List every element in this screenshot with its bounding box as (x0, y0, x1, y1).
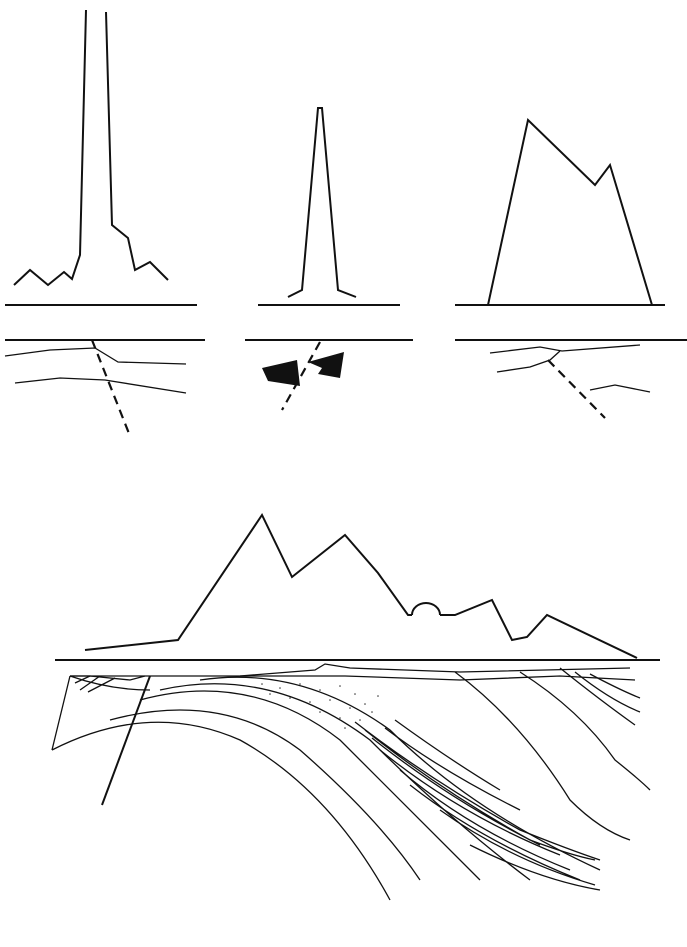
outline (412, 603, 440, 615)
profile-middle (245, 108, 413, 410)
block (262, 360, 300, 386)
outline (106, 12, 168, 280)
profile-bottom (52, 515, 660, 900)
laminae (385, 720, 520, 810)
fault (92, 340, 130, 436)
profile-right (455, 120, 687, 418)
stratum (240, 676, 635, 680)
stratum (520, 672, 650, 790)
stratum (5, 348, 186, 364)
outline (85, 515, 412, 650)
diagram (0, 0, 687, 947)
laminae (355, 722, 600, 890)
stratum (490, 345, 640, 353)
outline (288, 108, 356, 297)
outline (488, 120, 652, 305)
surface (70, 664, 630, 676)
stratum (455, 672, 630, 840)
fault (102, 676, 150, 805)
profile-left (5, 10, 205, 436)
outline (14, 10, 86, 285)
stratum (15, 378, 186, 393)
stratum (590, 385, 650, 392)
sand-dots (261, 683, 379, 729)
outline (440, 600, 637, 658)
stratum (52, 722, 390, 900)
stratum (200, 677, 600, 870)
